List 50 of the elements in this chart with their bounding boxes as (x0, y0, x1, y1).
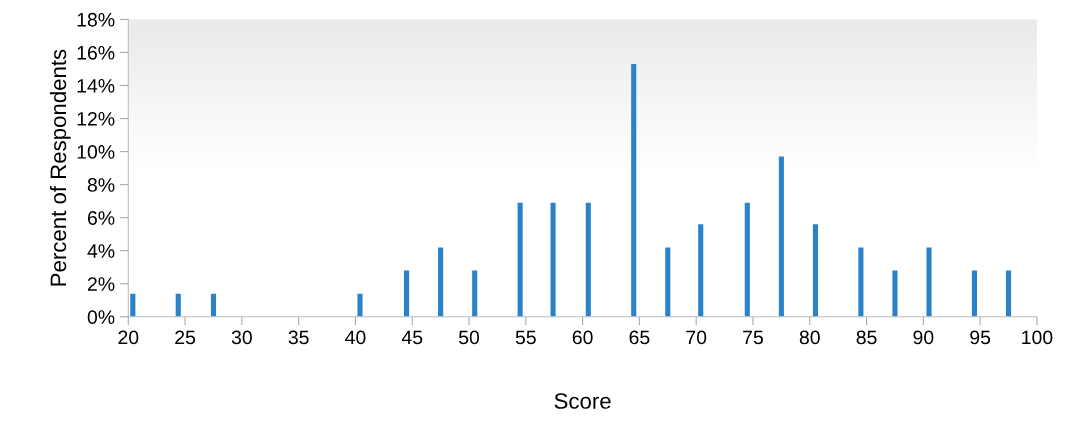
x-tick-label: 70 (686, 330, 707, 345)
y-tick-label: 12% (77, 111, 115, 126)
x-tick-label: 35 (288, 330, 309, 345)
x-tick-label: 75 (743, 330, 763, 345)
x-tick-label: 65 (629, 330, 650, 345)
bar (130, 293, 136, 317)
x-axis-title: Score (554, 393, 611, 409)
bar (926, 247, 932, 317)
bar (778, 156, 784, 317)
y-axis-title: Percent of Respondents (49, 49, 71, 286)
x-tick-label: 85 (856, 330, 877, 345)
x-tick-label: 40 (345, 330, 366, 345)
y-tick-label: 2% (87, 277, 115, 291)
bar (858, 247, 864, 317)
bar (744, 202, 750, 317)
y-tick-label: 10% (77, 145, 115, 159)
x-tick-label: 55 (515, 330, 536, 345)
y-tick-label: 8% (87, 178, 115, 192)
bar (550, 202, 556, 317)
bar (812, 224, 818, 317)
y-tick-label: 6% (87, 211, 115, 225)
x-tick-label: 100 (1022, 330, 1053, 345)
x-tick-label: 45 (401, 330, 423, 345)
x-tick-label: 95 (970, 330, 991, 345)
bar (517, 202, 523, 317)
x-tick-label: 30 (231, 330, 252, 345)
bar (665, 247, 671, 317)
bar (472, 270, 478, 317)
x-tick-label: 80 (799, 330, 820, 345)
bar (1005, 270, 1012, 317)
y-tick-label: 14% (77, 79, 115, 93)
x-tick-label: 60 (572, 330, 593, 345)
bar (357, 293, 363, 317)
bar (210, 293, 217, 317)
x-tick-label: 90 (913, 330, 934, 345)
bar (438, 247, 444, 317)
bar (404, 270, 410, 317)
bar (892, 270, 898, 317)
bar (175, 293, 181, 317)
y-tick-label: 4% (87, 244, 115, 258)
x-tick-label: 25 (175, 330, 196, 345)
y-tick-label: 16% (77, 45, 115, 60)
y-tick-label: 18% (77, 12, 115, 27)
bar (971, 270, 978, 317)
bar (631, 64, 637, 317)
x-tick-label: 20 (118, 330, 139, 345)
x-tick-label: 50 (458, 330, 480, 345)
y-tick-label: 0% (87, 310, 115, 325)
bar (585, 202, 591, 317)
bar (698, 224, 704, 317)
